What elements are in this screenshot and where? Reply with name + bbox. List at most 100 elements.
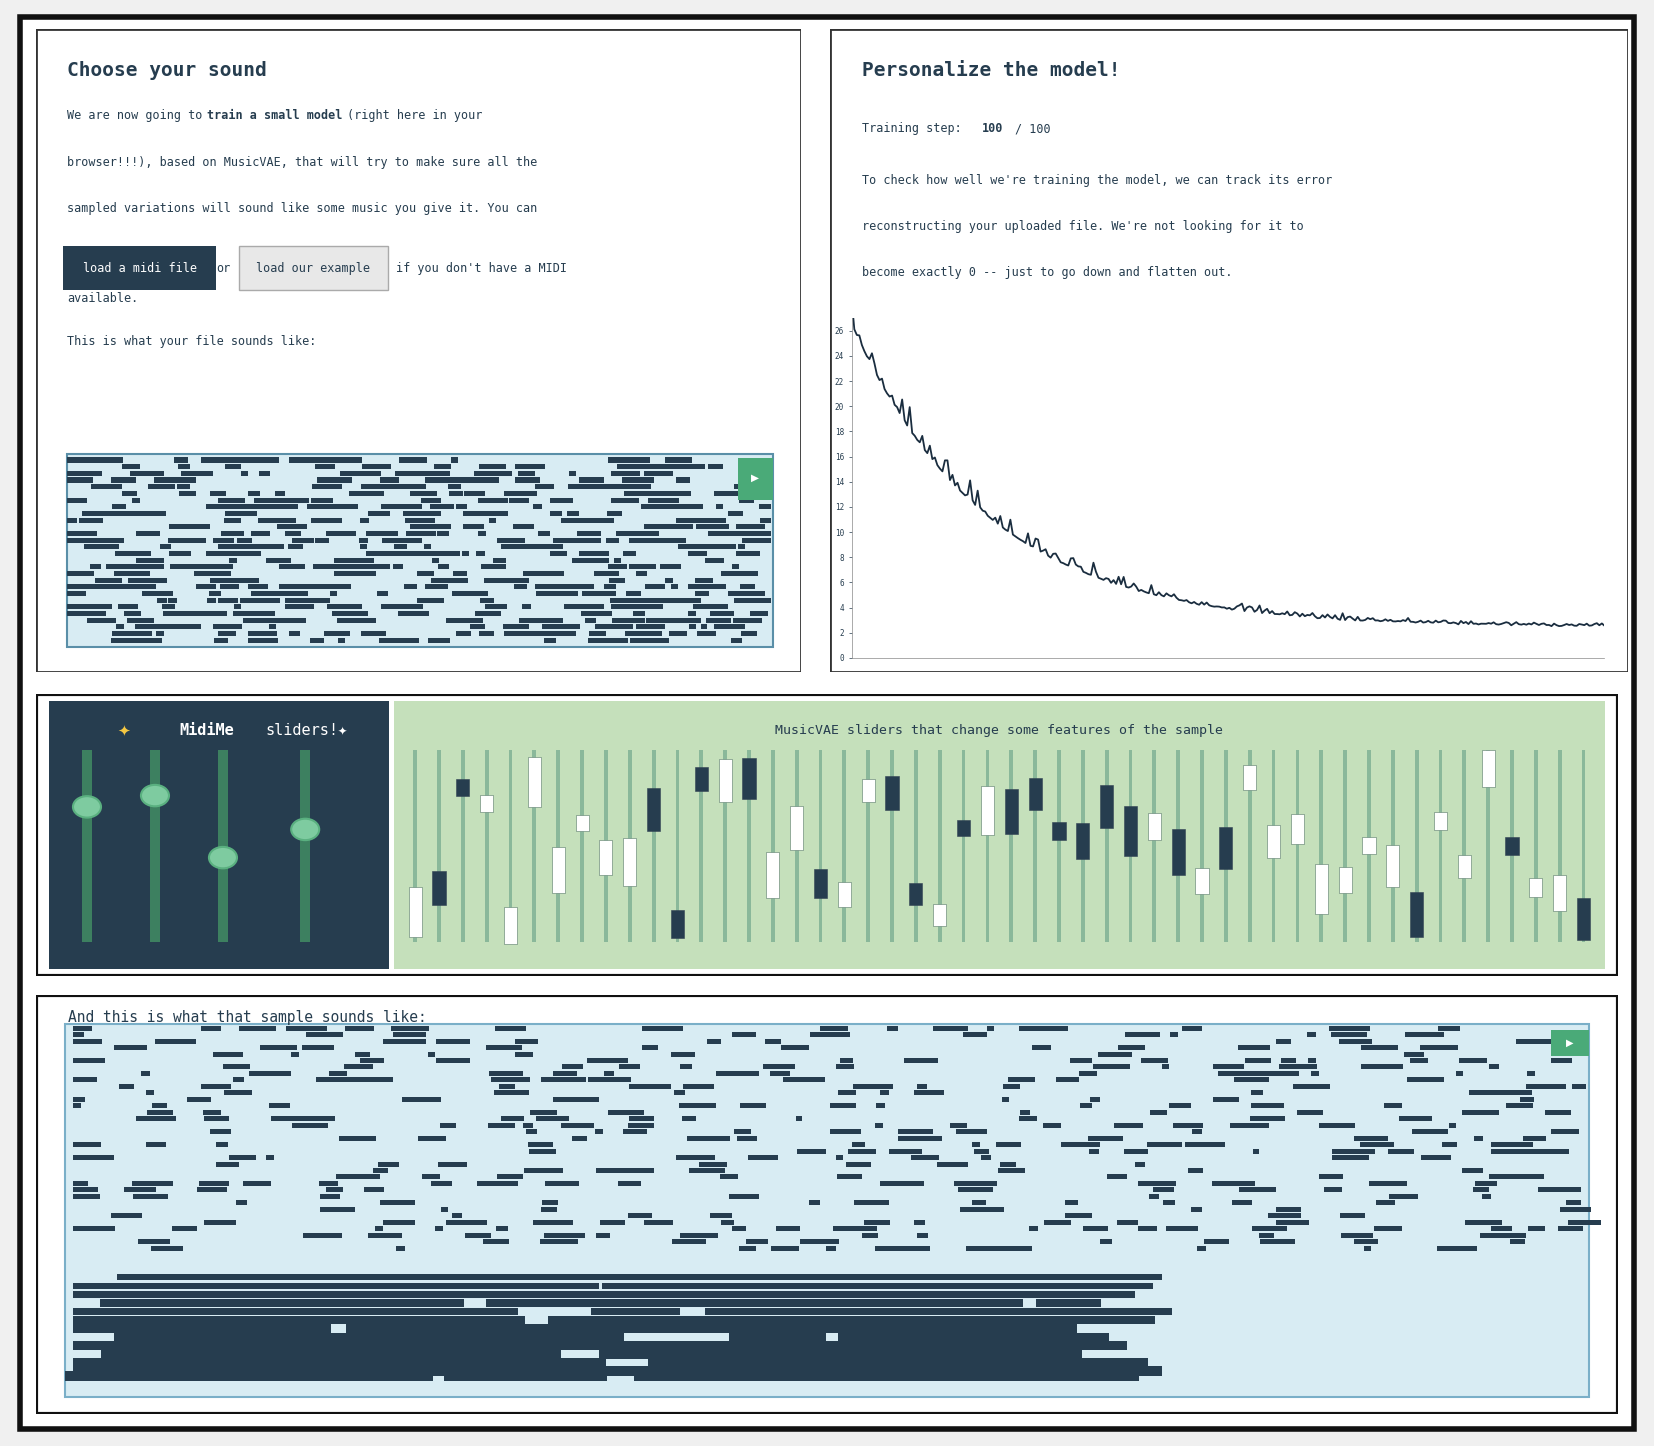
Bar (1374, 1226, 1401, 1231)
Bar (379, 1161, 399, 1167)
Bar (372, 1283, 422, 1288)
Bar (1004, 1084, 1021, 1089)
Bar (478, 531, 486, 536)
Bar (749, 1325, 900, 1333)
Bar (255, 1371, 433, 1381)
Text: Personalize the model!: Personalize the model! (862, 61, 1121, 80)
Bar (706, 1325, 834, 1333)
Bar (743, 538, 771, 542)
Bar (956, 1129, 986, 1134)
Bar (501, 544, 541, 549)
Bar (1169, 1103, 1191, 1108)
Bar (1113, 1122, 1143, 1128)
Bar (723, 750, 728, 943)
Bar (997, 1168, 1025, 1173)
Bar (576, 816, 589, 831)
Bar (683, 1084, 713, 1089)
Bar (567, 510, 579, 516)
Bar (152, 1245, 182, 1251)
Text: (right here in your: (right here in your (347, 110, 481, 123)
Bar (314, 538, 329, 542)
Bar (739, 584, 754, 590)
Bar (146, 558, 160, 562)
Bar (534, 1340, 633, 1351)
Bar (169, 597, 177, 603)
Bar (1469, 1090, 1502, 1096)
Bar (744, 464, 771, 470)
Bar (114, 551, 149, 557)
Bar (541, 1291, 693, 1299)
Bar (271, 1116, 314, 1121)
Text: MidiMe: MidiMe (179, 723, 233, 739)
Bar (405, 531, 437, 536)
FancyBboxPatch shape (65, 1024, 1589, 1397)
Bar (175, 612, 210, 616)
Bar (404, 584, 417, 590)
Bar (1482, 1194, 1490, 1199)
Bar (964, 1307, 1017, 1316)
Bar (523, 1122, 533, 1128)
Bar (1361, 1064, 1404, 1070)
Bar (974, 1148, 989, 1154)
Bar (399, 1291, 481, 1299)
Bar (1204, 1239, 1229, 1244)
Bar (544, 1232, 586, 1238)
Bar (690, 625, 696, 629)
Bar (875, 1245, 911, 1251)
Bar (708, 464, 723, 470)
Bar (415, 1307, 516, 1316)
Bar (867, 750, 870, 943)
Bar (417, 597, 443, 603)
Bar (872, 1316, 963, 1325)
Bar (1555, 1045, 1566, 1050)
Bar (1062, 1142, 1100, 1147)
Bar (814, 869, 827, 898)
Bar (604, 750, 607, 943)
Bar (73, 1307, 251, 1316)
Bar (218, 630, 235, 636)
Bar (356, 1300, 457, 1307)
FancyBboxPatch shape (238, 246, 389, 291)
Bar (533, 1220, 572, 1225)
Bar (313, 1366, 500, 1377)
Bar (633, 612, 645, 616)
Bar (938, 750, 941, 943)
Bar (301, 1045, 334, 1050)
Bar (504, 1291, 650, 1299)
Bar (359, 544, 367, 549)
Bar (1037, 1300, 1102, 1307)
Bar (1553, 875, 1566, 911)
Bar (1153, 750, 1156, 943)
Bar (617, 1168, 655, 1173)
Bar (476, 1181, 518, 1186)
Bar (739, 1245, 756, 1251)
Bar (673, 1366, 827, 1377)
Bar (425, 584, 448, 590)
Bar (700, 1161, 728, 1167)
Bar (589, 638, 629, 643)
Bar (1489, 1174, 1513, 1180)
Bar (948, 1307, 1064, 1316)
Bar (375, 1226, 384, 1231)
Bar (414, 750, 417, 943)
Text: train a small model: train a small model (207, 110, 342, 123)
Bar (642, 1045, 658, 1050)
Bar (1141, 1058, 1168, 1063)
Bar (457, 779, 470, 797)
Bar (1042, 1366, 1161, 1377)
Bar (880, 1181, 925, 1186)
Bar (1001, 1161, 1016, 1167)
Bar (1002, 1098, 1009, 1102)
Bar (627, 484, 652, 489)
Bar (1259, 1232, 1275, 1238)
Bar (887, 1283, 968, 1288)
Bar (447, 1220, 480, 1225)
Bar (361, 484, 402, 489)
Bar (572, 1135, 587, 1141)
Bar (878, 1340, 958, 1351)
Bar (842, 750, 847, 943)
Bar (1530, 878, 1543, 898)
Bar (733, 617, 762, 623)
Bar (700, 750, 703, 943)
Bar (781, 1045, 809, 1050)
